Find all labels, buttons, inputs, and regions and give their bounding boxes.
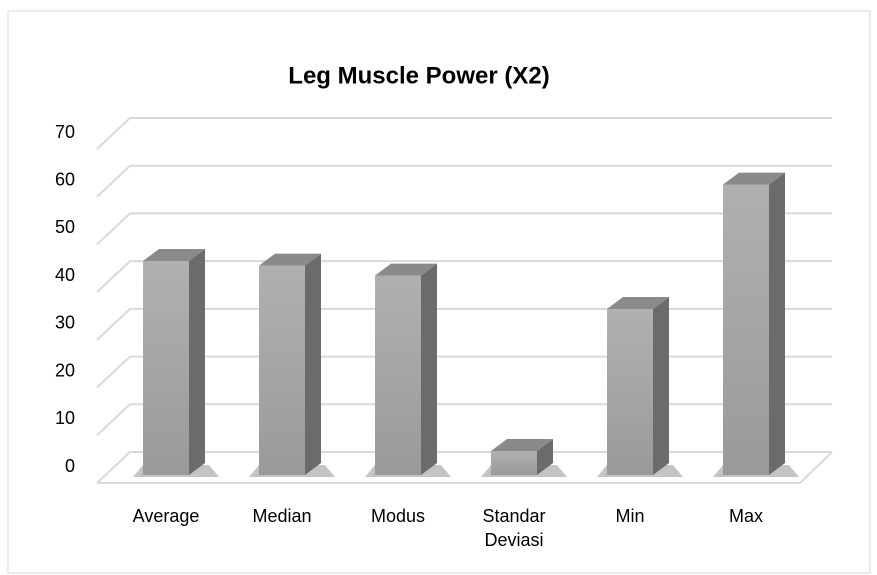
x-tick-label: Min — [615, 506, 645, 526]
y-tick-label: 50 — [55, 217, 75, 237]
y-tick-label: 10 — [55, 408, 75, 428]
grid-line — [96, 117, 832, 150]
floor-right — [799, 451, 833, 484]
x-tick-label: Average — [132, 506, 200, 526]
y-tick-label: 70 — [55, 122, 75, 142]
bar-top — [375, 263, 437, 276]
grid-line — [96, 260, 832, 293]
bar-top — [607, 297, 669, 310]
x-tick-label: Modus — [370, 506, 426, 526]
bar — [375, 275, 421, 475]
bar — [143, 260, 189, 475]
y-tick-label: 0 — [65, 456, 75, 476]
x-tick-label: Standar Deviasi — [482, 506, 546, 550]
x-tick-label: Max — [728, 506, 763, 526]
bar-side — [421, 263, 437, 475]
x-tick-label: Median — [252, 506, 312, 526]
bar-side — [189, 248, 205, 475]
bar-side — [305, 253, 321, 475]
y-tick-label: 30 — [55, 313, 75, 333]
y-tick-label: 40 — [55, 265, 75, 285]
bar-top — [143, 248, 205, 261]
bar — [723, 184, 769, 475]
bar — [607, 309, 653, 475]
grid-line — [96, 355, 832, 389]
bar-side — [769, 172, 785, 475]
bar — [491, 450, 537, 475]
bar-top — [259, 253, 321, 266]
grid-line — [96, 403, 832, 437]
grid-line — [96, 451, 832, 484]
bar-side — [653, 297, 669, 475]
bar-top — [723, 172, 785, 185]
y-tick-label: 20 — [55, 360, 75, 380]
grid-line — [96, 307, 832, 341]
grid-line — [96, 164, 832, 198]
bar-top — [491, 438, 553, 451]
y-tick-label: 60 — [55, 169, 75, 189]
grid-line — [96, 212, 832, 246]
bar-side — [537, 438, 553, 475]
chart-title: Leg Muscle Power (X2) — [288, 62, 549, 89]
bar — [259, 265, 305, 475]
